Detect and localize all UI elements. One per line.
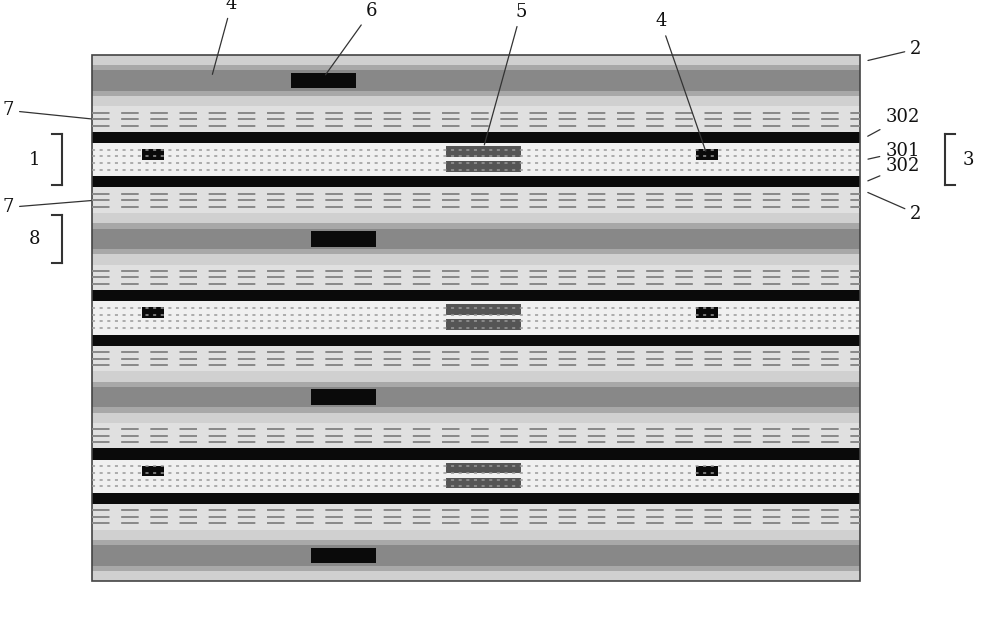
Text: 302: 302 <box>868 157 920 181</box>
Bar <box>446 146 521 156</box>
Bar <box>92 571 860 581</box>
Bar <box>92 459 860 493</box>
Bar <box>92 96 860 106</box>
Bar <box>92 423 860 448</box>
Bar <box>92 408 860 413</box>
Text: 3: 3 <box>963 151 975 169</box>
Bar <box>92 55 860 581</box>
Bar <box>92 188 860 213</box>
Bar <box>92 387 860 408</box>
Bar <box>92 228 860 249</box>
Bar <box>92 177 860 188</box>
Bar <box>92 301 860 335</box>
Bar <box>446 478 521 488</box>
Bar <box>92 290 860 301</box>
Bar <box>92 91 860 96</box>
Bar <box>142 149 164 160</box>
Bar <box>92 504 860 530</box>
Text: 302: 302 <box>868 108 920 136</box>
Bar <box>446 304 521 315</box>
Bar <box>92 106 860 132</box>
Text: 7: 7 <box>3 101 91 120</box>
Bar <box>92 540 860 545</box>
Bar <box>92 65 860 70</box>
Text: 7: 7 <box>3 198 91 217</box>
Bar <box>92 265 860 290</box>
Bar <box>92 213 860 223</box>
Bar <box>311 231 376 247</box>
Bar <box>92 254 860 265</box>
Bar <box>291 73 356 88</box>
Bar <box>92 249 860 254</box>
Bar <box>92 55 860 65</box>
Text: 4: 4 <box>212 0 237 74</box>
Bar <box>446 161 521 172</box>
Text: 2: 2 <box>868 192 922 222</box>
Bar <box>92 530 860 540</box>
Bar <box>311 389 376 405</box>
Bar <box>142 307 164 318</box>
Bar <box>311 548 376 563</box>
Bar <box>696 149 718 160</box>
Bar <box>92 382 860 387</box>
Bar <box>92 448 860 459</box>
Bar <box>446 463 521 473</box>
Text: 5: 5 <box>484 3 527 145</box>
Bar <box>92 70 860 91</box>
Bar <box>92 143 860 177</box>
Text: 1: 1 <box>28 151 40 169</box>
Text: 301: 301 <box>868 143 920 160</box>
Bar <box>696 466 718 476</box>
Bar <box>92 223 860 228</box>
Bar <box>92 346 860 371</box>
Text: 6: 6 <box>326 2 377 74</box>
Bar <box>92 335 860 346</box>
Text: 8: 8 <box>28 230 40 248</box>
Bar <box>142 466 164 476</box>
Text: 4: 4 <box>655 13 706 151</box>
Bar <box>92 132 860 143</box>
Bar <box>92 371 860 382</box>
Bar <box>446 319 521 330</box>
Bar <box>92 566 860 571</box>
Bar <box>92 413 860 423</box>
Bar <box>92 493 860 504</box>
Bar <box>92 545 860 566</box>
Bar <box>696 307 718 318</box>
Text: 2: 2 <box>868 40 922 61</box>
